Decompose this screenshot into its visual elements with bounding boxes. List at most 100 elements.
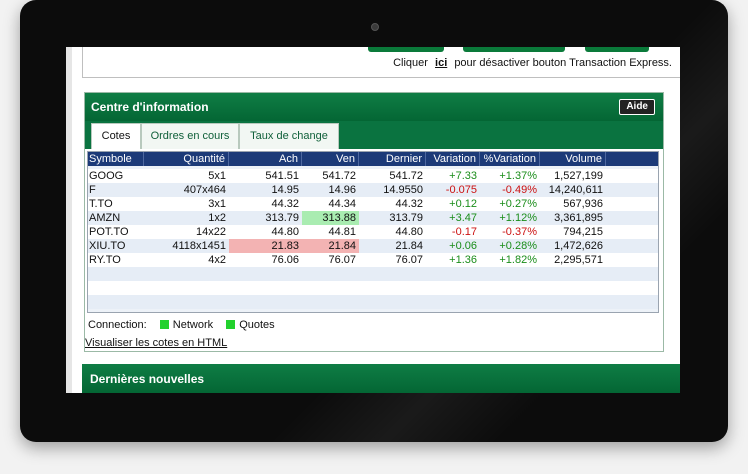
top-button-2[interactable]	[463, 47, 565, 52]
grid-row-stripe	[88, 253, 658, 267]
cell-last: 44.32	[395, 198, 423, 210]
col-ven[interactable]: Ven	[302, 152, 359, 166]
cell-chg: +1.36	[449, 254, 477, 266]
cell-qty: 14x22	[196, 226, 226, 238]
cell-last: 14.9550	[383, 184, 423, 196]
cell-vol: 1,527,199	[554, 170, 603, 182]
grid-row-stripe	[88, 211, 658, 225]
cell-bid: 44.80	[271, 226, 299, 238]
cell-chg: +0.06	[449, 240, 477, 252]
table-row[interactable]: AMZN 1x2 313.79 313.88 313.79 +3.47 +1.12% 3,36…	[88, 211, 658, 225]
cell-pct: +1.37%	[499, 170, 537, 182]
view-quotes-html-link[interactable]: Visualiser les cotes en HTML	[85, 337, 228, 349]
cell-ask: 14.96	[328, 184, 356, 196]
table-row[interactable]: XIU.TO 4118x1451 21.83 21.84 21.84 +0.06 +0.28…	[88, 239, 658, 253]
cell-ask: 44.81	[328, 226, 356, 238]
top-button-3[interactable]	[585, 47, 649, 52]
col-spacer	[606, 152, 658, 166]
cell-pct: +1.12%	[499, 212, 537, 224]
cell-pct: +1.82%	[499, 254, 537, 266]
cell-chg: +7.33	[449, 170, 477, 182]
col-volume[interactable]: Volume	[540, 152, 606, 166]
table-row[interactable]: F 407x464 14.95 14.96 14.9550 -0.075 -0.49% 14,…	[88, 183, 658, 197]
connection-label: Connection:	[88, 319, 147, 331]
cell-qty: 4118x1451	[172, 240, 226, 252]
cell-bid: 14.95	[271, 184, 299, 196]
cell-bid: 313.79	[265, 212, 299, 224]
col-ach[interactable]: Ach	[229, 152, 302, 166]
grid-row-stripe	[88, 281, 658, 295]
cell-symbol: AMZN	[89, 212, 121, 224]
note-suffix: pour désactiver bouton Transaction Expre…	[454, 57, 672, 69]
cell-last: 76.07	[395, 254, 423, 266]
col-quantite[interactable]: Quantité	[144, 152, 229, 166]
cell-symbol: F	[89, 184, 96, 196]
cell-pct: -0.37%	[502, 226, 537, 238]
cell-ask: 76.07	[328, 254, 356, 266]
tab-cotes[interactable]: Cotes	[91, 123, 141, 149]
grid-row-stripe	[88, 183, 658, 197]
tab-taux-de-change[interactable]: Taux de change	[239, 123, 339, 149]
col-symbole[interactable]: Symbole	[88, 152, 144, 166]
top-button-1[interactable]	[368, 47, 444, 52]
table-row[interactable]: POT.TO 14x22 44.80 44.81 44.80 -0.17 -0.37% 794…	[88, 225, 658, 239]
cell-qty: 4x2	[208, 254, 226, 266]
grid-row-stripe	[88, 225, 658, 239]
table-row[interactable]: T.TO 3x1 44.32 44.34 44.32 +0.12 +0.27% 567,936	[88, 197, 658, 211]
network-label: Network	[172, 319, 214, 331]
col-variation[interactable]: Variation	[426, 152, 480, 166]
info-center-panel: Centre d'information Aide Cotes Ordres e…	[84, 92, 664, 352]
cell-last: 21.84	[395, 240, 423, 252]
col-dernier[interactable]: Dernier	[359, 152, 426, 166]
quotes-label: Quotes	[239, 319, 275, 331]
tab-bar: Cotes Ordres en cours Taux de change	[85, 121, 663, 149]
cell-bid: 44.32	[271, 198, 299, 210]
table-row[interactable]: RY.TO 4x2 76.06 76.07 76.07 +1.36 +1.82% 2,295,…	[88, 253, 658, 267]
grid-row-stripe	[88, 295, 658, 309]
cell-bid: 76.06	[271, 254, 299, 266]
cell-bid: 21.83	[229, 239, 302, 253]
cell-chg: -0.075	[445, 184, 477, 196]
left-scroll-strip	[66, 47, 72, 393]
cell-symbol: XIU.TO	[89, 240, 126, 252]
cell-last: 541.72	[389, 170, 423, 182]
cell-ask: 21.84	[302, 239, 359, 253]
cell-symbol: T.TO	[89, 198, 113, 210]
cell-last: 44.80	[395, 226, 423, 238]
connection-status: Connection: Network Quotes	[88, 319, 275, 331]
cell-vol: 1,472,626	[554, 240, 603, 252]
network-status-icon	[159, 320, 169, 329]
screen: Cliquer ici pour désactiver bouton Trans…	[66, 47, 680, 393]
cell-ask: 541.72	[322, 170, 356, 182]
col-pct-variation[interactable]: %Variation	[480, 152, 540, 166]
cell-chg: +0.12	[449, 198, 477, 210]
cell-ask: 313.88	[302, 211, 359, 225]
cell-vol: 14,240,611	[548, 184, 603, 196]
quotes-grid: Symbole Quantité Ach Ven Dernier Variati…	[87, 151, 659, 313]
cell-symbol: POT.TO	[89, 226, 129, 238]
note-prefix: Cliquer	[393, 57, 428, 69]
cell-symbol: RY.TO	[89, 254, 121, 266]
cell-chg: -0.17	[451, 226, 477, 238]
cell-ask: 44.34	[328, 198, 356, 210]
table-row[interactable]: GOOG 5x1 541.51 541.72 541.72 +7.33 +1.37% 1,52…	[88, 169, 658, 183]
cell-vol: 2,295,571	[554, 254, 603, 266]
disable-express-link[interactable]: ici	[435, 57, 448, 69]
info-center-header: Centre d'information Aide	[85, 93, 663, 121]
cell-symbol: GOOG	[89, 170, 124, 182]
tab-ordres-en-cours[interactable]: Ordres en cours	[141, 123, 239, 149]
cell-qty: 3x1	[208, 198, 226, 210]
cell-vol: 567,936	[563, 198, 603, 210]
cell-vol: 794,215	[563, 226, 603, 238]
cell-vol: 3,361,895	[554, 212, 603, 224]
quotes-status-icon	[226, 320, 236, 329]
cell-pct: -0.49%	[502, 184, 537, 196]
cell-qty: 407x464	[183, 184, 226, 196]
cell-pct: +0.28%	[499, 240, 537, 252]
cell-pct: +0.27%	[499, 198, 537, 210]
help-button[interactable]: Aide	[619, 99, 655, 115]
grid-header: Symbole Quantité Ach Ven Dernier Variati…	[88, 152, 658, 166]
cell-last: 313.79	[389, 212, 423, 224]
transaction-express-note: Cliquer ici pour désactiver bouton Trans…	[393, 57, 672, 69]
cell-qty: 1x2	[208, 212, 226, 224]
